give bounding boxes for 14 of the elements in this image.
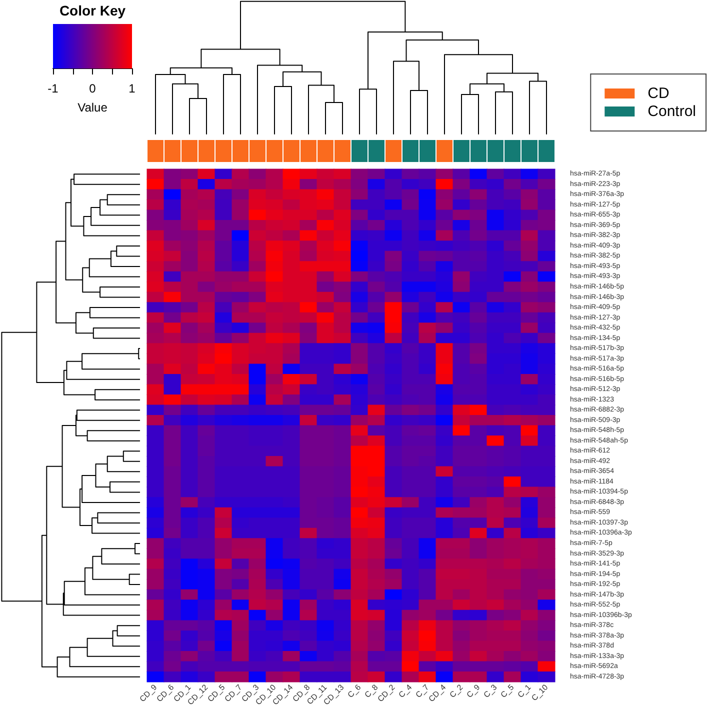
color-bar-label: -1	[48, 82, 59, 96]
x-tick-label: C_9	[464, 682, 482, 700]
x-tick-label: C_2	[448, 682, 466, 700]
x-tick-label: C_1	[516, 682, 534, 700]
x-tick-label: C_4	[396, 682, 414, 700]
x-tick-label: C_5	[498, 682, 516, 700]
color-bar-title: Value	[78, 100, 108, 114]
color-bar-label: 1	[128, 82, 136, 96]
x-tick-label: C_6	[346, 682, 364, 700]
color-bar-label: 0	[89, 82, 96, 96]
legend-label: Control	[648, 103, 696, 120]
legend-label: CD	[648, 85, 670, 102]
text: Color Key	[59, 2, 126, 18]
x-tick-label: C_3	[482, 682, 500, 700]
